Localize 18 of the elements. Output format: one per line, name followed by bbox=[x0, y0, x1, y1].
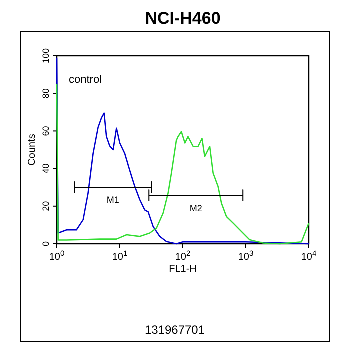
x-tick-label: 10$^{2}$ bbox=[175, 248, 191, 263]
y-tick-label: 0 bbox=[41, 241, 51, 247]
annotation: control bbox=[69, 74, 102, 86]
x-tick-label: 10$^{3}$ bbox=[238, 248, 254, 263]
y-tick-label: 60 bbox=[41, 126, 51, 136]
y-axis-title: Counts bbox=[27, 134, 38, 166]
series-label: M1 bbox=[106, 195, 120, 206]
x-tick-label: 10$^{1}$ bbox=[112, 248, 128, 263]
x-axis-title: FL1-H bbox=[169, 264, 197, 275]
y-tick-label: 80 bbox=[41, 88, 51, 99]
y-tick-label: 20 bbox=[41, 201, 51, 212]
x-tick-label: 10$^{4}$ bbox=[301, 248, 317, 263]
series-label: M2 bbox=[190, 203, 202, 214]
chart-title: NCI-H460 bbox=[145, 9, 221, 28]
y-tick-label: 40 bbox=[41, 164, 51, 174]
y-tick-label: 100 bbox=[41, 48, 51, 64]
text: 131967701 bbox=[144, 323, 206, 337]
x-tick-label: 10$^{0}$ bbox=[49, 248, 65, 263]
